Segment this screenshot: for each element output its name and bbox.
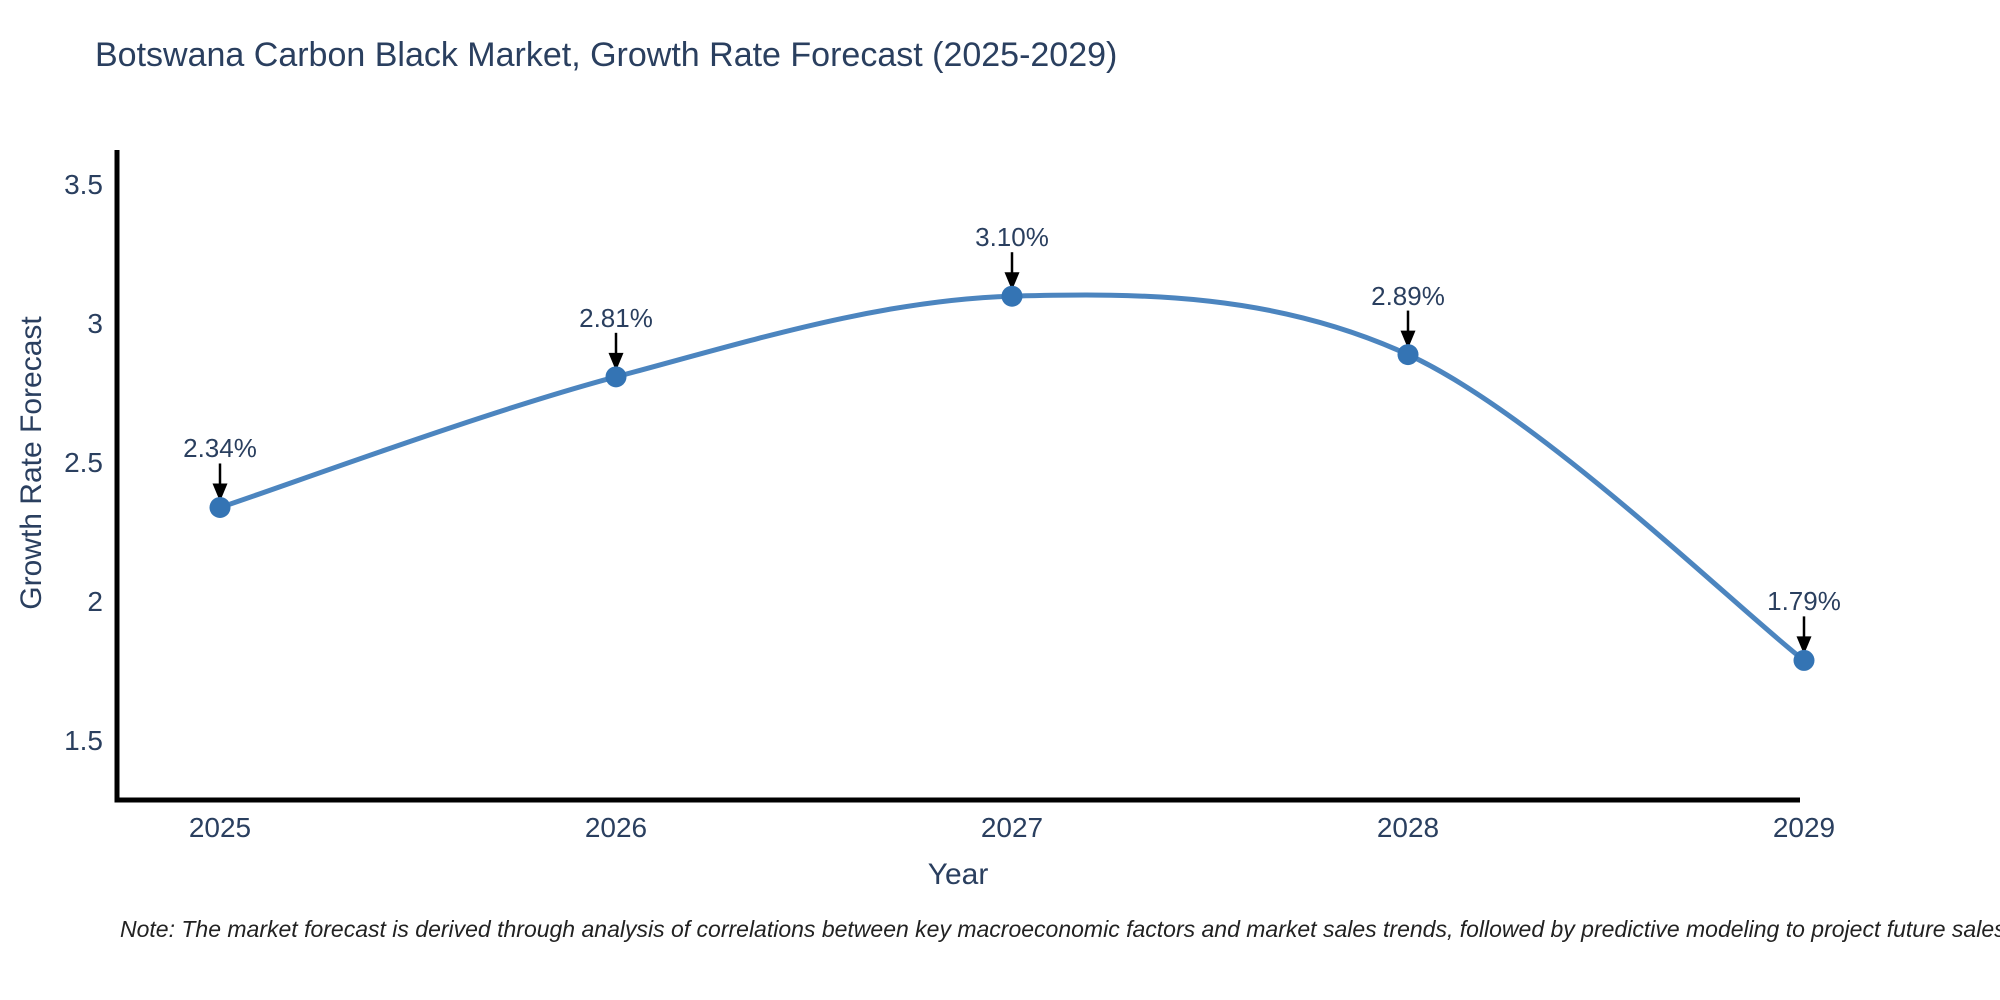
- data-point-2026[interactable]: [605, 366, 627, 388]
- footnote: Note: The market forecast is derived thr…: [120, 916, 2000, 942]
- axis-lines: [114, 150, 1800, 803]
- data-point-2028[interactable]: [1397, 344, 1419, 366]
- point-label-2028: 2.89%: [1371, 280, 1445, 311]
- x-tick-label-2028: 2028: [1376, 812, 1440, 843]
- x-tick-label-2025: 2025: [188, 812, 252, 843]
- y-tick-label-2: 2: [87, 586, 103, 617]
- point-label-2027: 3.10%: [975, 222, 1049, 253]
- point-label-2029: 1.79%: [1767, 586, 1841, 617]
- point-label-2025: 2.34%: [183, 433, 257, 464]
- y-tick-label-2.5: 2.5: [64, 447, 103, 478]
- x-tick-label-2029: 2029: [1772, 812, 1836, 843]
- y-tick-label-3: 3: [87, 308, 103, 339]
- chart-title: Botswana Carbon Black Market, Growth Rat…: [95, 36, 1118, 74]
- arrow-head: [1400, 330, 1416, 349]
- arrow-head: [1004, 272, 1020, 291]
- data-point-2025[interactable]: [209, 496, 231, 518]
- series-line: [217, 292, 1807, 663]
- arrow-head: [1796, 636, 1812, 655]
- arrow-head: [212, 483, 228, 502]
- data-point-markers: [209, 285, 1815, 671]
- x-tick-label-2027: 2027: [980, 812, 1044, 843]
- x-axis-title: Year: [927, 858, 989, 891]
- point-label-2026: 2.81%: [579, 302, 653, 333]
- y-tick-label-1.5: 1.5: [64, 725, 103, 756]
- data-point-2029[interactable]: [1793, 649, 1815, 671]
- annotation-arrows: [212, 252, 1812, 655]
- y-tick-label-3.5: 3.5: [64, 169, 103, 200]
- arrow-head: [608, 352, 624, 371]
- x-tick-label-2026: 2026: [584, 812, 648, 843]
- data-point-2027[interactable]: [1001, 285, 1023, 307]
